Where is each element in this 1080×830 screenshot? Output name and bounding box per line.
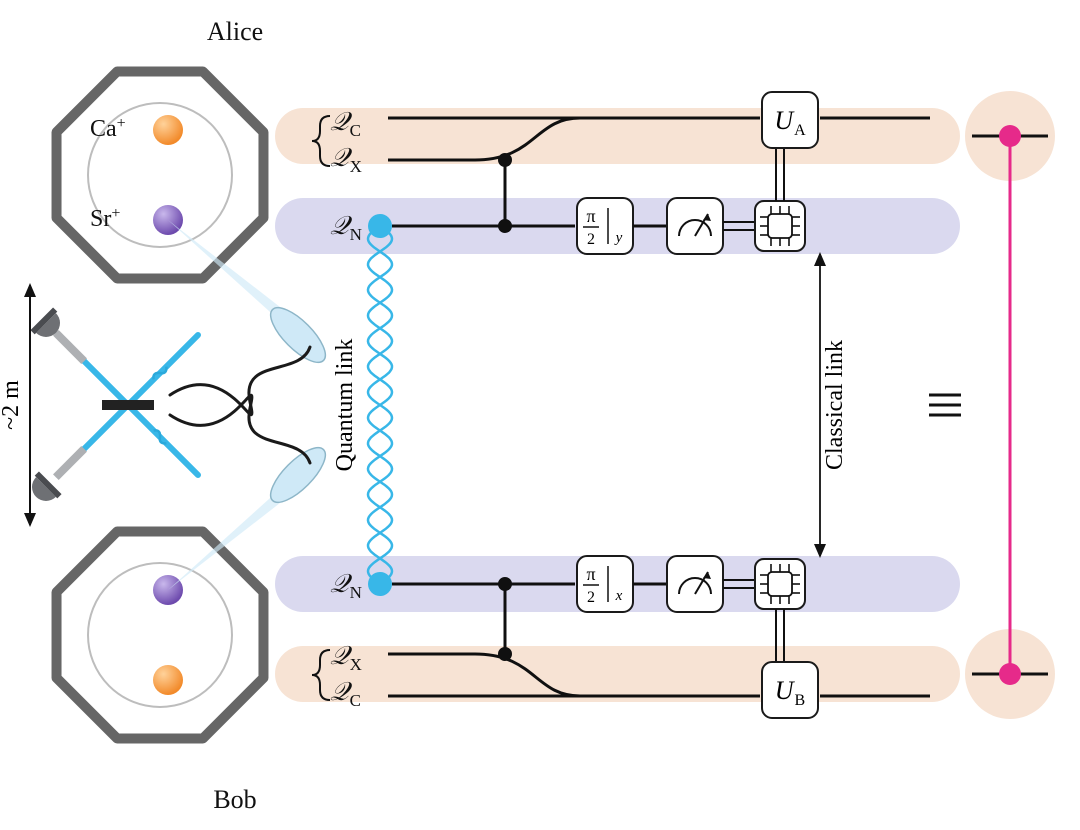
ca-ion <box>153 115 183 145</box>
label-qx-bot: 𝒬X <box>330 641 362 674</box>
result-dot-top <box>999 125 1021 147</box>
interference-module <box>25 307 198 508</box>
band-data-bot <box>275 646 960 702</box>
photon-icon <box>152 429 169 446</box>
measure-gate-top <box>667 198 723 254</box>
trap-bob <box>57 532 264 739</box>
svg-text:y: y <box>614 230 623 246</box>
cpu-gate-bot <box>755 559 805 609</box>
rotation-gate-top <box>577 198 633 254</box>
filter-icon <box>53 446 87 480</box>
svg-text:x: x <box>615 588 623 604</box>
trap-alice: Ca+Sr+ <box>57 72 264 279</box>
network-qubit-dot <box>368 572 392 596</box>
fibers <box>170 347 310 463</box>
filter-icon <box>53 330 87 364</box>
label-alice: Alice <box>207 17 263 46</box>
quantum-link-helix: Quantum link <box>332 214 392 596</box>
fiber <box>170 395 310 463</box>
network-qubit-dot <box>368 214 392 238</box>
measure-gate-bot <box>667 556 723 612</box>
rotation-gate-top-label: π <box>586 206 595 226</box>
ca-ion <box>153 665 183 695</box>
classical-link-label: Classical link <box>822 340 848 470</box>
distance-arrow: ~2 m <box>0 283 36 527</box>
label-bob: Bob <box>213 785 256 814</box>
rotation-gate-bot-label: π <box>586 564 595 584</box>
svg-text:2: 2 <box>587 589 595 606</box>
result-dot-bot <box>999 663 1021 685</box>
quantum-link-label: Quantum link <box>332 339 358 472</box>
rotation-gate-bot <box>577 556 633 612</box>
distance-label: ~2 m <box>0 380 24 430</box>
helix-strand <box>368 226 392 584</box>
classical-link: Classical link <box>814 252 848 558</box>
circuit: π2yπ2xUAUB <box>388 92 930 718</box>
cpu-gate-top <box>755 201 805 251</box>
band-data-top <box>275 108 960 164</box>
svg-text:2: 2 <box>587 231 595 248</box>
photon-icon <box>152 365 169 382</box>
beamsplitter-icon <box>102 400 154 410</box>
